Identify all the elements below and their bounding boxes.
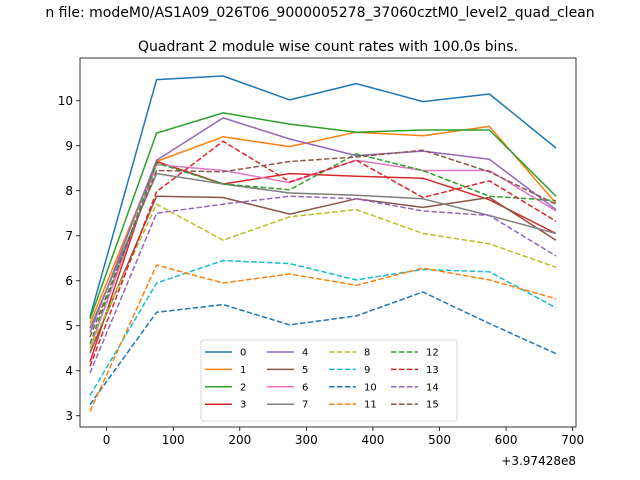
y-tick-label: 10 <box>58 94 73 108</box>
legend-label-7: 7 <box>302 400 308 411</box>
y-tick-label: 4 <box>65 364 73 378</box>
legend-frame <box>200 339 458 422</box>
x-tick-label: 200 <box>228 433 251 447</box>
legend-label-11: 11 <box>364 400 377 411</box>
legend-label-12: 12 <box>426 348 439 359</box>
series-line-4 <box>89 117 557 333</box>
series-line-12 <box>89 153 557 345</box>
legend-label-15: 15 <box>426 400 439 411</box>
x-tick-label: 0 <box>103 433 111 447</box>
series-line-3 <box>89 160 557 363</box>
legend-label-2: 2 <box>240 382 246 393</box>
chart-title: Quadrant 2 module wise count rates with … <box>138 39 518 55</box>
series-line-2 <box>89 112 557 320</box>
legend-label-8: 8 <box>364 348 370 359</box>
x-tick-label: 700 <box>561 433 584 447</box>
series-line-8 <box>89 203 557 349</box>
y-tick-label: 7 <box>65 229 73 243</box>
figure-suptitle: n file: modeM0/AS1A09_026T06_9000005278_… <box>45 5 594 21</box>
series-line-0 <box>89 75 557 318</box>
y-tick-label: 8 <box>65 184 73 198</box>
legend-label-9: 9 <box>364 365 370 376</box>
series-line-7 <box>89 172 557 329</box>
series-line-14 <box>89 195 557 374</box>
series-line-15 <box>89 149 557 338</box>
series-line-13 <box>89 140 557 367</box>
legend-label-10: 10 <box>364 382 377 393</box>
legend-label-3: 3 <box>240 400 246 411</box>
x-tick-label: 500 <box>428 433 451 447</box>
y-tick-label: 6 <box>65 274 73 288</box>
legend-label-4: 4 <box>302 348 308 359</box>
legend-label-5: 5 <box>302 365 308 376</box>
legend-label-1: 1 <box>240 365 246 376</box>
series-line-5 <box>89 195 557 354</box>
x-tick-label: 600 <box>495 433 518 447</box>
x-tick-label: 300 <box>295 433 318 447</box>
y-tick-label: 5 <box>65 319 73 333</box>
x-offset-label: +3.97428e8 <box>501 454 576 468</box>
y-tick-label: 3 <box>65 409 73 423</box>
legend-label-6: 6 <box>302 382 308 393</box>
x-tick-label: 100 <box>162 433 185 447</box>
series-line-1 <box>89 125 557 324</box>
y-tick-label: 9 <box>65 139 73 153</box>
legend-label-13: 13 <box>426 365 439 376</box>
axes-frame <box>79 57 577 428</box>
legend-label-14: 14 <box>426 382 439 393</box>
legend-label-0: 0 <box>240 348 246 359</box>
x-tick-label: 400 <box>361 433 384 447</box>
series-line-9 <box>89 259 557 396</box>
